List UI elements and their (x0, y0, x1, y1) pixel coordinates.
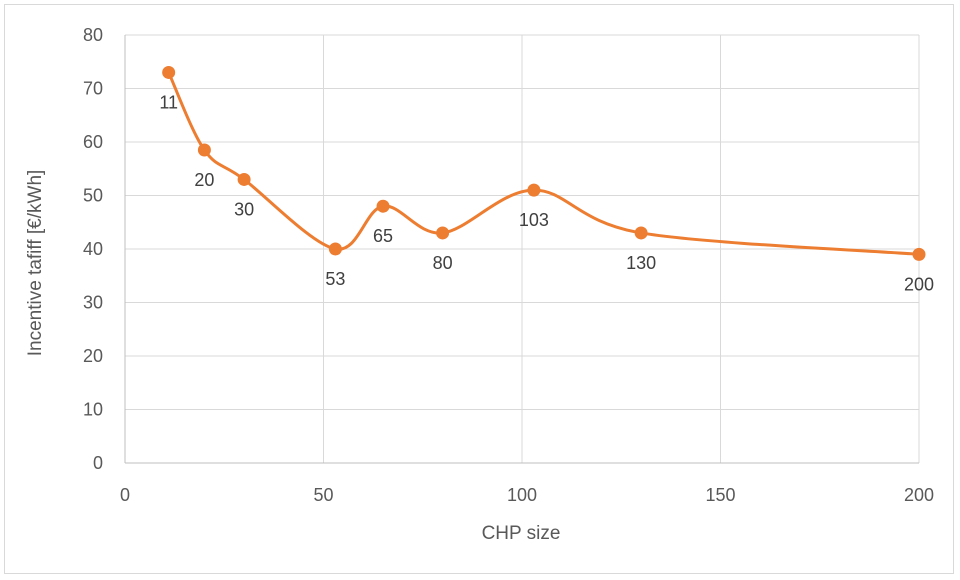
data-label: 130 (626, 253, 656, 273)
data-point (436, 226, 450, 240)
x-tick-label: 150 (705, 485, 735, 505)
data-point (162, 65, 176, 79)
y-tick-label: 0 (93, 453, 103, 473)
data-label: 11 (159, 92, 178, 112)
axes: 0 10 20 30 40 50 60 70 80 0 50 100 150 200 (83, 25, 934, 505)
y-tick-label: 60 (83, 132, 103, 152)
x-tick-label: 100 (507, 485, 537, 505)
data-point (197, 143, 211, 157)
y-tick-label: 80 (83, 25, 103, 45)
data-label: 30 (234, 199, 254, 219)
data-label: 80 (433, 253, 453, 273)
line-chart: 0 10 20 30 40 50 60 70 80 0 50 100 150 200 11 20 30 53 65… (25, 25, 934, 544)
data-point (237, 172, 251, 186)
series (162, 65, 926, 261)
x-tick-label: 50 (313, 485, 333, 505)
data-label: 53 (325, 269, 345, 289)
data-point (912, 247, 926, 261)
data-point (527, 183, 541, 197)
chart-frame: 0 10 20 30 40 50 60 70 80 0 50 100 150 200 11 20 30 53 65… (4, 4, 954, 574)
data-label: 20 (194, 170, 214, 190)
data-point (376, 199, 390, 213)
y-tick-label: 70 (83, 79, 103, 99)
data-label: 65 (373, 226, 393, 246)
data-labels: 11 20 30 53 65 80 103 130 200 (159, 92, 934, 294)
x-axis-title: CHP size (482, 523, 561, 544)
y-tick-label: 40 (83, 239, 103, 259)
x-tick-label: 200 (904, 485, 934, 505)
series-line (167, 70, 921, 256)
data-label: 103 (519, 210, 549, 230)
y-axis-title: Incentive tafiff [€/kWh] (25, 170, 46, 357)
data-label: 200 (904, 274, 934, 294)
y-tick-label: 10 (83, 400, 103, 420)
y-tick-label: 20 (83, 346, 103, 366)
y-tick-label: 30 (83, 293, 103, 313)
y-tick-label: 50 (83, 186, 103, 206)
data-point (634, 226, 648, 240)
data-point (328, 242, 342, 256)
x-tick-label: 0 (120, 485, 130, 505)
gridlines (125, 34, 920, 463)
